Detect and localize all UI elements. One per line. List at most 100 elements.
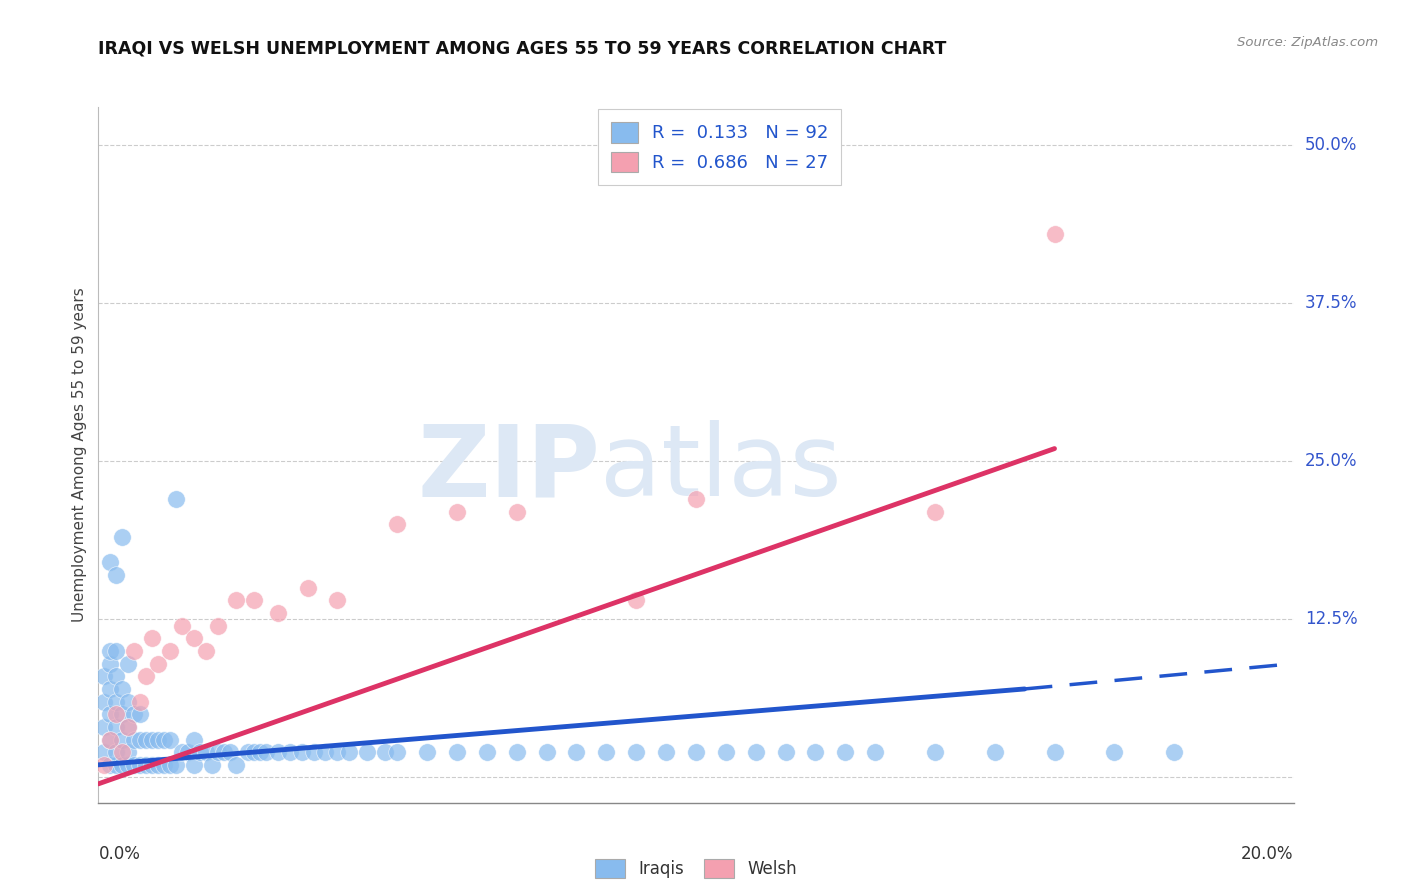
Text: 37.5%: 37.5%	[1305, 294, 1357, 312]
Point	[326, 593, 349, 607]
Point	[98, 732, 122, 747]
Point	[207, 618, 229, 632]
Point	[148, 732, 170, 747]
Point	[565, 745, 588, 759]
Point	[172, 618, 194, 632]
Point	[141, 632, 163, 646]
Point	[135, 669, 157, 683]
Point	[834, 745, 856, 759]
Legend: Iraqis, Welsh: Iraqis, Welsh	[588, 853, 804, 885]
Point	[141, 732, 163, 747]
Point	[93, 720, 115, 734]
Point	[1104, 745, 1126, 759]
Point	[135, 732, 157, 747]
Point	[105, 669, 128, 683]
Point	[865, 745, 887, 759]
Point	[129, 757, 152, 772]
Point	[117, 657, 139, 671]
Point	[254, 745, 277, 759]
Point	[278, 745, 301, 759]
Point	[1043, 745, 1066, 759]
Text: Source: ZipAtlas.com: Source: ZipAtlas.com	[1237, 36, 1378, 49]
Point	[339, 745, 360, 759]
Point	[111, 732, 134, 747]
Point	[177, 745, 200, 759]
Point	[111, 530, 134, 544]
Point	[124, 757, 146, 772]
Point	[267, 606, 290, 620]
Y-axis label: Unemployment Among Ages 55 to 59 years: Unemployment Among Ages 55 to 59 years	[72, 287, 87, 623]
Point	[685, 745, 707, 759]
Point	[135, 757, 157, 772]
Point	[124, 644, 146, 658]
Point	[267, 745, 290, 759]
Point	[183, 757, 205, 772]
Point	[315, 745, 337, 759]
Point	[98, 681, 122, 696]
Point	[98, 707, 122, 722]
Point	[356, 745, 378, 759]
Point	[153, 732, 176, 747]
Point	[111, 681, 134, 696]
Point	[111, 757, 134, 772]
Point	[624, 593, 647, 607]
Point	[98, 732, 122, 747]
Point	[302, 745, 325, 759]
Point	[165, 492, 187, 507]
Text: 12.5%: 12.5%	[1305, 610, 1357, 628]
Text: ZIP: ZIP	[418, 420, 600, 517]
Point	[105, 568, 128, 582]
Point	[153, 757, 176, 772]
Point	[804, 745, 827, 759]
Point	[297, 581, 319, 595]
Point	[1043, 227, 1066, 241]
Point	[117, 720, 139, 734]
Point	[374, 745, 396, 759]
Point	[98, 657, 122, 671]
Text: 0.0%: 0.0%	[98, 845, 141, 863]
Point	[775, 745, 797, 759]
Point	[105, 720, 128, 734]
Point	[595, 745, 617, 759]
Point	[416, 745, 439, 759]
Point	[98, 644, 122, 658]
Point	[93, 695, 115, 709]
Point	[446, 505, 468, 519]
Point	[243, 745, 266, 759]
Point	[655, 745, 678, 759]
Point	[201, 757, 224, 772]
Point	[105, 695, 128, 709]
Point	[714, 745, 737, 759]
Text: 25.0%: 25.0%	[1305, 452, 1357, 470]
Point	[207, 745, 229, 759]
Point	[225, 757, 247, 772]
Point	[159, 757, 181, 772]
Point	[105, 707, 128, 722]
Point	[93, 669, 115, 683]
Point	[98, 757, 122, 772]
Point	[506, 745, 529, 759]
Point	[326, 745, 349, 759]
Point	[745, 745, 768, 759]
Point	[183, 732, 205, 747]
Point	[117, 695, 139, 709]
Point	[148, 757, 170, 772]
Point	[685, 492, 707, 507]
Point	[117, 720, 139, 734]
Point	[506, 505, 529, 519]
Point	[165, 757, 187, 772]
Point	[446, 745, 468, 759]
Point	[219, 745, 242, 759]
Point	[117, 745, 139, 759]
Point	[105, 745, 128, 759]
Point	[183, 632, 205, 646]
Point	[124, 732, 146, 747]
Point	[141, 757, 163, 772]
Point	[212, 745, 235, 759]
Point	[924, 505, 946, 519]
Point	[93, 745, 115, 759]
Point	[148, 657, 170, 671]
Text: 20.0%: 20.0%	[1241, 845, 1294, 863]
Point	[159, 732, 181, 747]
Point	[924, 745, 946, 759]
